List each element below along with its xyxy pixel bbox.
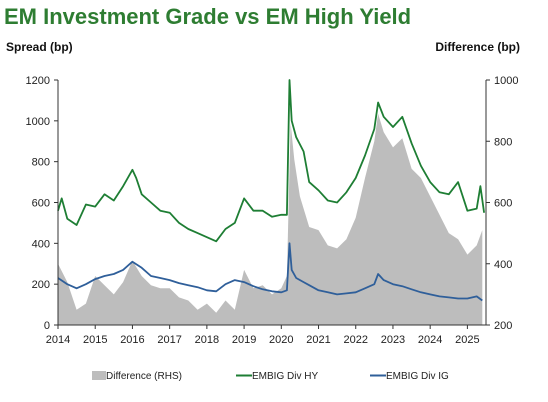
y-left-tick-label: 400 (32, 238, 50, 250)
y-right-tick-label: 400 (494, 259, 512, 271)
series-ig-line (57, 242, 483, 302)
y-right-tick-label: 600 (494, 198, 512, 210)
y-left-tick-label: 800 (32, 157, 50, 169)
y-left-tick-label: 0 (44, 320, 50, 332)
x-tick-label: 2018 (195, 334, 219, 346)
x-tick-label: 2015 (83, 334, 107, 346)
x-tick-label: 2024 (418, 334, 442, 346)
x-tick-label: 2017 (157, 334, 181, 346)
area-layer (58, 113, 483, 325)
line-layer (57, 79, 485, 302)
legend-label: Difference (RHS) (106, 371, 182, 382)
legend-swatch-difference (92, 371, 106, 380)
y-right-tick-label: 800 (494, 136, 512, 148)
y-axis-right-label: Difference (bp) (435, 40, 520, 54)
y-right-tick-label: 200 (494, 320, 512, 332)
x-tick-label: 2016 (120, 334, 144, 346)
y-axis-left-label: Spread (bp) (6, 40, 73, 54)
x-tick-label: 2022 (343, 334, 367, 346)
x-tick-label: 2025 (455, 334, 479, 346)
series-difference-area (58, 113, 483, 325)
chart-title: EM Investment Grade vs EM High Yield (4, 4, 412, 29)
y-left-tick-label: 1200 (26, 75, 50, 87)
legend-label: EMBIG Div IG (386, 371, 449, 382)
series-hy-line (57, 79, 485, 243)
x-tick-label: 2021 (306, 334, 330, 346)
x-tick-label: 2020 (269, 334, 293, 346)
y-left-tick-label: 1000 (26, 116, 50, 128)
y-left-tick-label: 200 (32, 279, 50, 291)
y-left-tick-label: 600 (32, 198, 50, 210)
y-right-tick-label: 1000 (494, 75, 518, 87)
axis-layer: 0 200 400 600 800 1000 1200 200 400 600 800 1000 201… (26, 75, 519, 346)
x-tick-label: 2023 (381, 334, 405, 346)
x-tick-label: 2019 (232, 334, 256, 346)
x-tick-label: 2014 (46, 334, 70, 346)
legend-label: EMBIG Div HY (252, 371, 318, 382)
legend: Difference (RHS) EMBIG Div HY EMBIG Div IG (92, 371, 449, 382)
